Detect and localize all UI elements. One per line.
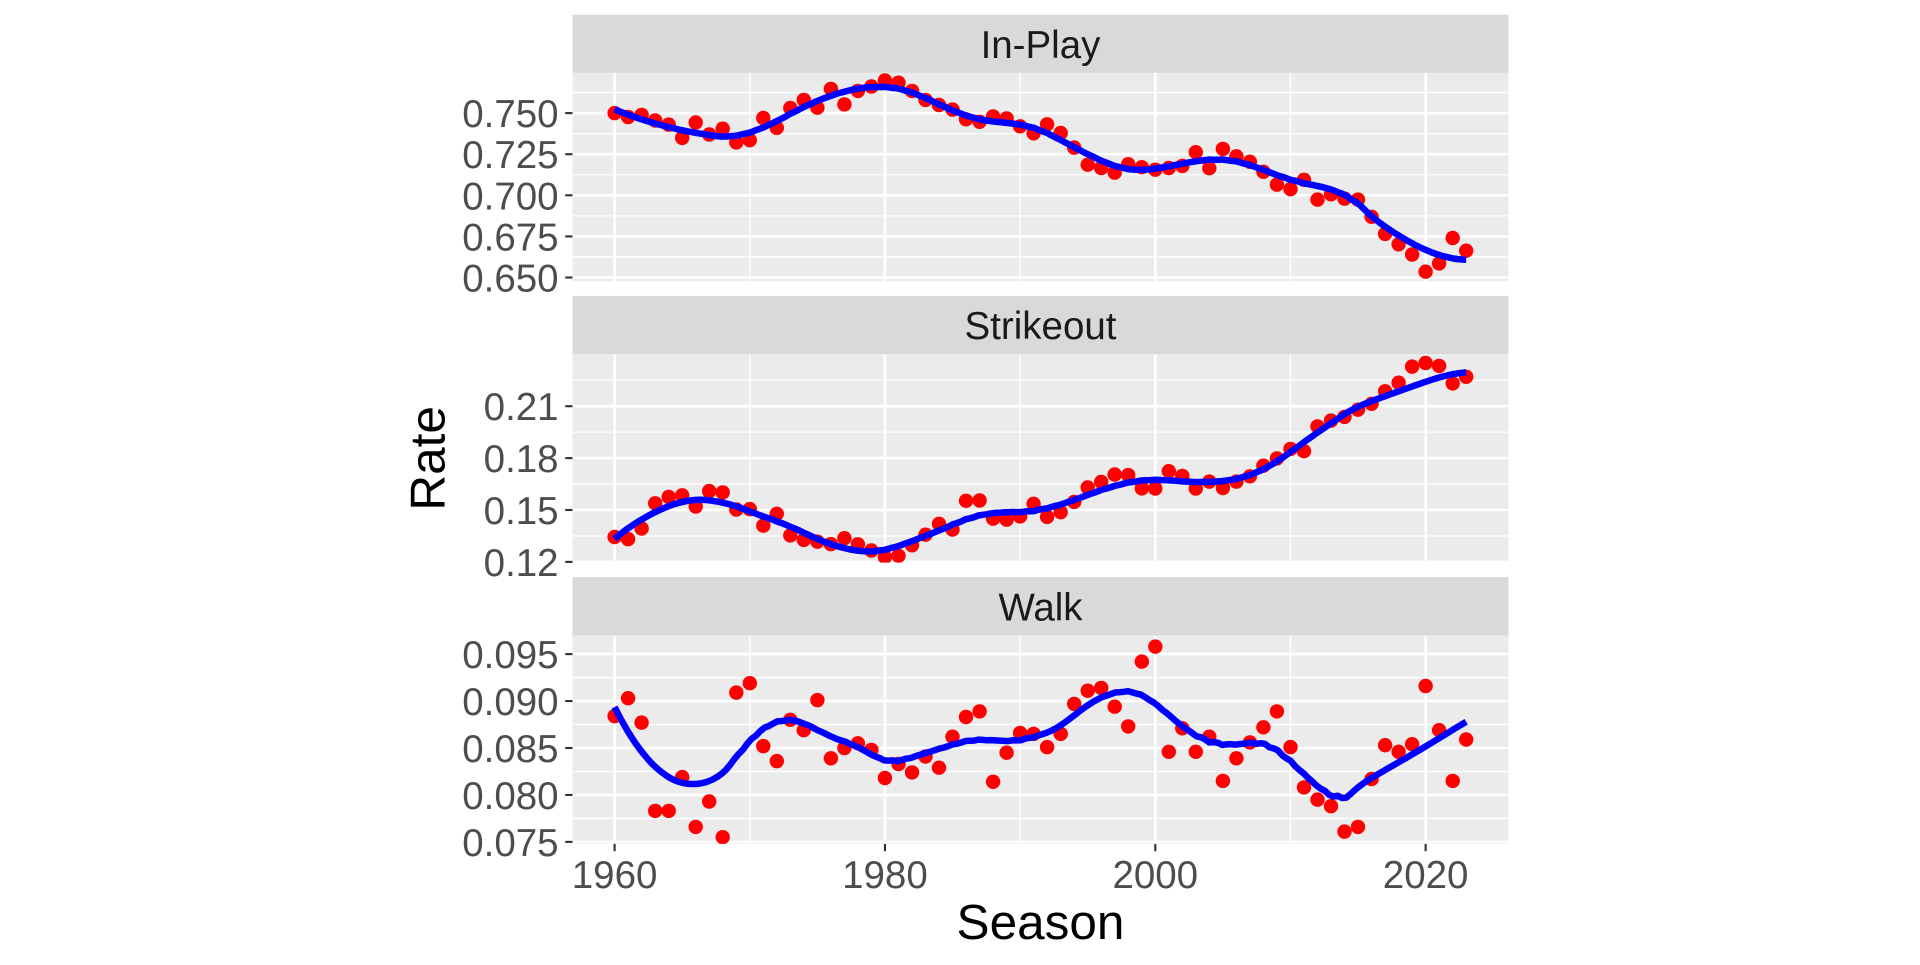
svg-text:0.675: 0.675	[462, 216, 558, 259]
svg-text:0.18: 0.18	[484, 438, 559, 481]
svg-text:0.075: 0.075	[462, 822, 558, 865]
svg-text:0.085: 0.085	[462, 728, 558, 771]
svg-text:0.650: 0.650	[462, 258, 558, 301]
svg-text:0.725: 0.725	[462, 134, 558, 177]
svg-text:0.700: 0.700	[462, 175, 558, 218]
svg-text:Rate: Rate	[401, 406, 456, 511]
svg-text:Strikeout: Strikeout	[965, 305, 1117, 348]
svg-text:0.750: 0.750	[462, 93, 558, 136]
svg-text:2000: 2000	[1112, 854, 1198, 897]
svg-text:1980: 1980	[842, 854, 928, 897]
svg-text:0.15: 0.15	[484, 490, 559, 533]
svg-text:0.095: 0.095	[462, 634, 558, 677]
svg-text:Walk: Walk	[998, 586, 1083, 629]
svg-text:0.12: 0.12	[484, 542, 559, 585]
svg-text:0.21: 0.21	[484, 386, 559, 429]
svg-text:In-Play: In-Play	[981, 24, 1102, 67]
svg-text:2020: 2020	[1383, 854, 1469, 897]
svg-text:Season: Season	[957, 895, 1125, 950]
svg-text:1960: 1960	[572, 854, 658, 897]
svg-text:0.090: 0.090	[462, 681, 558, 724]
svg-text:0.080: 0.080	[462, 775, 558, 818]
